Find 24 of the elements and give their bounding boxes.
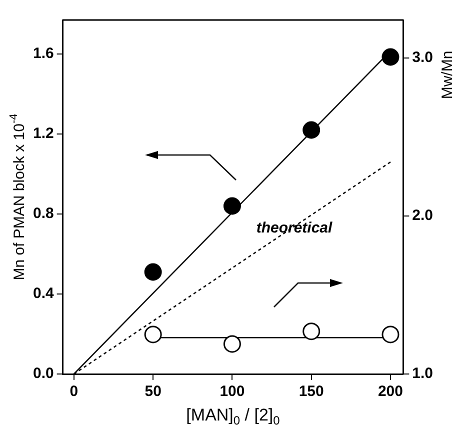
x-tick-label: 50 [144, 383, 162, 400]
y-axis-title: Mn of PMAN block x 10-4 [8, 114, 28, 280]
point [302, 322, 320, 340]
point [144, 263, 162, 281]
point [382, 48, 400, 66]
y2-tick-label: 2.0 [412, 207, 434, 224]
point [302, 121, 320, 139]
y-tick-label: 1.6 [32, 45, 54, 62]
y-tick-label: 0.4 [32, 285, 54, 302]
x-tick-label: 0 [70, 383, 78, 400]
x-tick-label: 150 [298, 383, 324, 400]
point [144, 326, 162, 344]
y-tick-label: 0.0 [32, 365, 54, 382]
annotation: theoretical [256, 219, 334, 236]
y2-tick-label: 3.0 [412, 49, 434, 66]
y2-axis-title: Mw/Mn [439, 50, 456, 100]
point [223, 197, 241, 215]
point [382, 326, 400, 344]
point [223, 335, 241, 353]
x-tick-label: 100 [220, 383, 245, 400]
y-tick-label: 0.8 [32, 205, 54, 222]
x-tick-label: 200 [378, 383, 403, 400]
y-tick-label: 1.2 [32, 125, 54, 142]
y2-tick-label: 1.0 [412, 365, 434, 382]
